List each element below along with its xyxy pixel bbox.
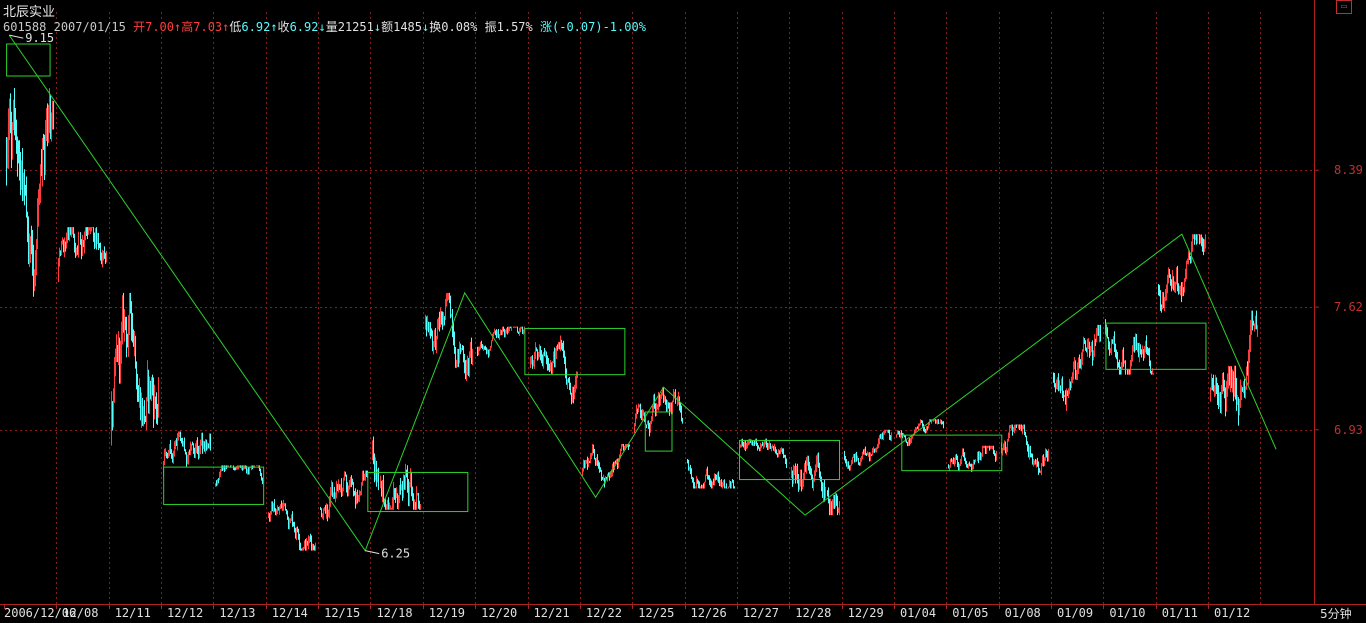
- date-tick-label: 12/12: [167, 606, 203, 620]
- change-label: 涨: [539, 20, 552, 34]
- volume-label: 量: [325, 20, 338, 34]
- date-tick-label: 01/11: [1162, 606, 1198, 620]
- high-label: 高: [181, 20, 194, 34]
- change-value: (-0.07)-1.00%: [552, 20, 646, 34]
- price-tick-label: 7.62: [1334, 300, 1363, 314]
- date-tick-label: 12/15: [324, 606, 360, 620]
- date-tick-label: 01/04: [900, 606, 936, 620]
- date-tick-label: 01/08: [1005, 606, 1041, 620]
- price-tick-label: 6.93: [1334, 423, 1363, 437]
- date-tick-label: 2006/12/06: [4, 606, 76, 620]
- axes: [0, 0, 1366, 605]
- quote-date: 2007/01/15: [53, 20, 126, 34]
- up-arrow-icon: ↑: [222, 20, 230, 34]
- zigzag-trend-line: [8, 34, 1277, 552]
- period-selector[interactable]: 5分钟: [1320, 607, 1352, 621]
- stock-name: 北辰实业: [3, 5, 56, 20]
- date-tick-label: 12/08: [62, 606, 98, 620]
- turnover-value: 0.08%: [441, 20, 478, 34]
- window-restore-icon[interactable]: ▭: [1336, 0, 1352, 14]
- amplitude-label: 振: [484, 20, 497, 34]
- date-tick-label: 12/13: [219, 606, 255, 620]
- date-tick-label: 12/29: [848, 606, 884, 620]
- date-tick-label: 12/11: [115, 606, 151, 620]
- date-tick-label: 01/12: [1214, 606, 1250, 620]
- quote-info-bar: 601588 2007/01/15 开7.00↑高7.03↑低6.92↑收6.9…: [3, 18, 646, 35]
- annotation-leader: [9, 34, 24, 39]
- date-tick-label: 01/05: [952, 606, 988, 620]
- consolidation-box: [367, 471, 469, 513]
- date-tick-label: 01/10: [1109, 606, 1145, 620]
- date-tick-label: 12/14: [272, 606, 308, 620]
- date-tick-label: 12/27: [743, 606, 779, 620]
- date-tick-label: 12/18: [376, 606, 412, 620]
- down-arrow-icon: ↓: [422, 20, 430, 34]
- consolidation-box: [901, 434, 1003, 472]
- close-label: 收: [277, 20, 290, 34]
- grid: [0, 12, 1314, 604]
- consolidation-box: [163, 466, 265, 505]
- date-tick-label: 12/22: [586, 606, 622, 620]
- price-axis-labels: 8.39 7.62 6.93: [1314, 163, 1363, 437]
- price-annotations: 9.15 6.25: [9, 31, 410, 561]
- date-tick-label: 12/20: [481, 606, 517, 620]
- down-arrow-icon: ↓: [318, 20, 326, 34]
- amount-value: 1485: [393, 20, 422, 34]
- high-value: 7.03: [193, 20, 223, 34]
- low-value: 6.92: [241, 20, 271, 34]
- turnover-label: 换: [429, 20, 442, 34]
- up-arrow-icon: ↑: [174, 20, 182, 34]
- open-label: 开: [133, 20, 146, 34]
- volume-value: 21251: [337, 20, 374, 34]
- consolidation-box: [739, 439, 841, 481]
- consolidation-box: [6, 43, 51, 77]
- date-tick-label: 12/19: [429, 606, 465, 620]
- amount-label: 额: [381, 20, 394, 34]
- price-annotation: 9.15: [25, 31, 54, 45]
- date-tick-label: 01/09: [1057, 606, 1093, 620]
- date-tick-label: 12/25: [638, 606, 674, 620]
- consolidation-box: [524, 327, 626, 376]
- consolidation-box: [1105, 322, 1207, 370]
- amplitude-value: 1.57%: [496, 20, 533, 34]
- consolidation-boxes: [6, 43, 1207, 513]
- zigzag-line: [8, 34, 1277, 552]
- up-arrow-icon: ↑: [270, 20, 278, 34]
- low-label: 低: [229, 20, 242, 34]
- date-tick-label: 12/28: [795, 606, 831, 620]
- annotation-leader: [365, 550, 380, 555]
- down-arrow-icon: ↓: [373, 20, 382, 34]
- date-tick-label: 12/21: [534, 606, 570, 620]
- candles: [6, 88, 1258, 551]
- stock-code: 601588: [3, 20, 47, 34]
- price-tick-label: 8.39: [1334, 163, 1363, 177]
- date-tick-label: 12/26: [691, 606, 727, 620]
- close-value: 6.92: [289, 20, 319, 34]
- price-annotation: 6.25: [381, 547, 410, 561]
- consolidation-box: [644, 411, 673, 452]
- open-value: 7.00: [145, 20, 174, 34]
